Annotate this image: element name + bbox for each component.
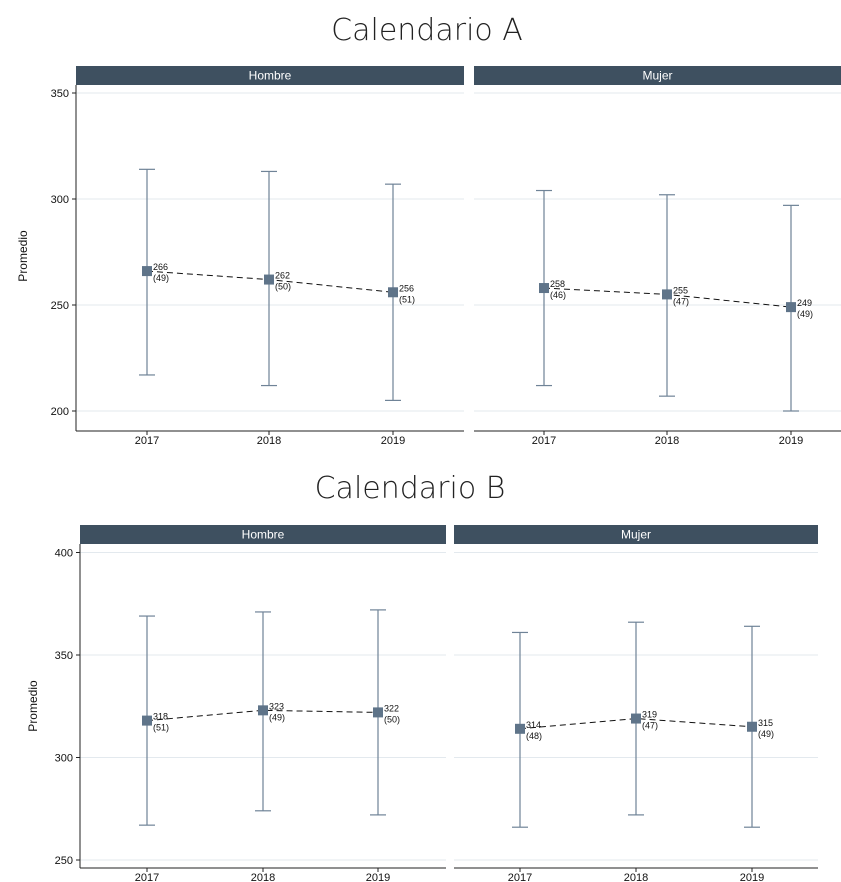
x-tick-label: 2019 [366,872,390,882]
data-value-label: 256 [399,283,414,293]
series-line [519,718,753,730]
data-n-label: (47) [673,296,689,306]
data-value-label: 318 [153,712,168,722]
data-point-marker [258,705,268,716]
data-n-label: (49) [153,273,169,283]
data-value-label: 258 [550,279,565,289]
panel-strip [474,66,841,85]
x-tick-label: 2019 [381,435,405,447]
data-point-marker [662,289,672,300]
panel-strip-label: Mujer [621,528,651,542]
chart-title: Calendario B [315,471,506,506]
panel-strip [454,525,818,544]
data-point-marker [539,283,549,294]
x-tick-label: 2017 [508,872,532,882]
data-value-label: 323 [269,701,284,711]
panel-strip [76,66,464,85]
data-value-label: 249 [797,298,812,308]
y-tick-label: 350 [55,650,73,662]
y-tick-label: 200 [51,406,69,418]
panel-hombre: Hombre 200 250 300 350 2017 2018 2019 266(49) 262… [51,66,464,447]
data-value-label: 266 [153,262,168,272]
data-n-label: (49) [269,712,285,722]
data-n-label: (51) [153,723,169,733]
panel-mujer: Mujer 2017 2018 2019 258(46) 255(47) 249(49) [474,66,841,447]
chart-title: Calendario A [331,13,523,48]
series-line [146,709,379,722]
y-tick-label: 400 [55,548,73,560]
data-value-label: 262 [275,271,290,281]
x-tick-label: 2018 [624,872,648,882]
panel-strip-label: Hombre [249,69,292,83]
y-axis-title: Promedio [16,230,30,282]
chart-calendario-b: Calendario B Promedio Hombre 250 300 350 400 20… [26,471,818,882]
y-tick-label: 250 [55,855,73,867]
x-tick-label: 2017 [135,435,159,447]
data-n-label: (48) [526,731,542,741]
panel-strip-label: Hombre [242,528,285,542]
data-point-marker [631,713,641,724]
panel-hombre: Hombre 250 300 350 400 2017 2018 2019 318(51) 323… [55,525,446,882]
data-point-marker [786,302,796,313]
data-value-label: 322 [384,703,399,713]
data-n-label: (47) [642,721,658,731]
panel-mujer: Mujer 2017 2018 2019 314(48) 319(47) 315(49) [454,525,818,882]
data-point-marker [264,274,274,285]
data-point-marker [373,707,383,718]
data-value-label: 315 [758,718,773,728]
y-tick-label: 300 [55,753,73,765]
data-value-label: 319 [642,710,657,720]
data-point-marker [142,715,152,726]
data-n-label: (49) [758,729,774,739]
data-n-label: (49) [797,309,813,319]
data-n-label: (50) [275,282,291,292]
x-tick-label: 2019 [779,435,803,447]
y-tick-label: 300 [51,194,69,206]
x-tick-label: 2018 [257,435,281,447]
data-value-label: 314 [526,720,541,730]
data-n-label: (51) [399,294,415,304]
data-point-marker [747,721,757,732]
y-tick-label: 250 [51,300,69,312]
data-point-marker [142,266,152,277]
x-tick-label: 2018 [251,872,275,882]
data-point-marker [515,723,525,734]
y-axis-title: Promedio [26,680,40,732]
x-tick-label: 2017 [135,872,159,882]
chart-calendario-a: Calendario A Promedio Hombre 200 250 300 350 20… [16,13,841,447]
panel-strip-label: Mujer [642,69,672,83]
x-tick-label: 2018 [655,435,679,447]
data-n-label: (50) [384,714,400,724]
x-tick-label: 2017 [532,435,556,447]
x-tick-label: 2019 [740,872,764,882]
data-n-label: (46) [550,290,566,300]
data-value-label: 255 [673,285,688,295]
data-point-marker [388,287,398,298]
panel-strip [80,525,446,544]
y-tick-label: 350 [51,88,69,100]
